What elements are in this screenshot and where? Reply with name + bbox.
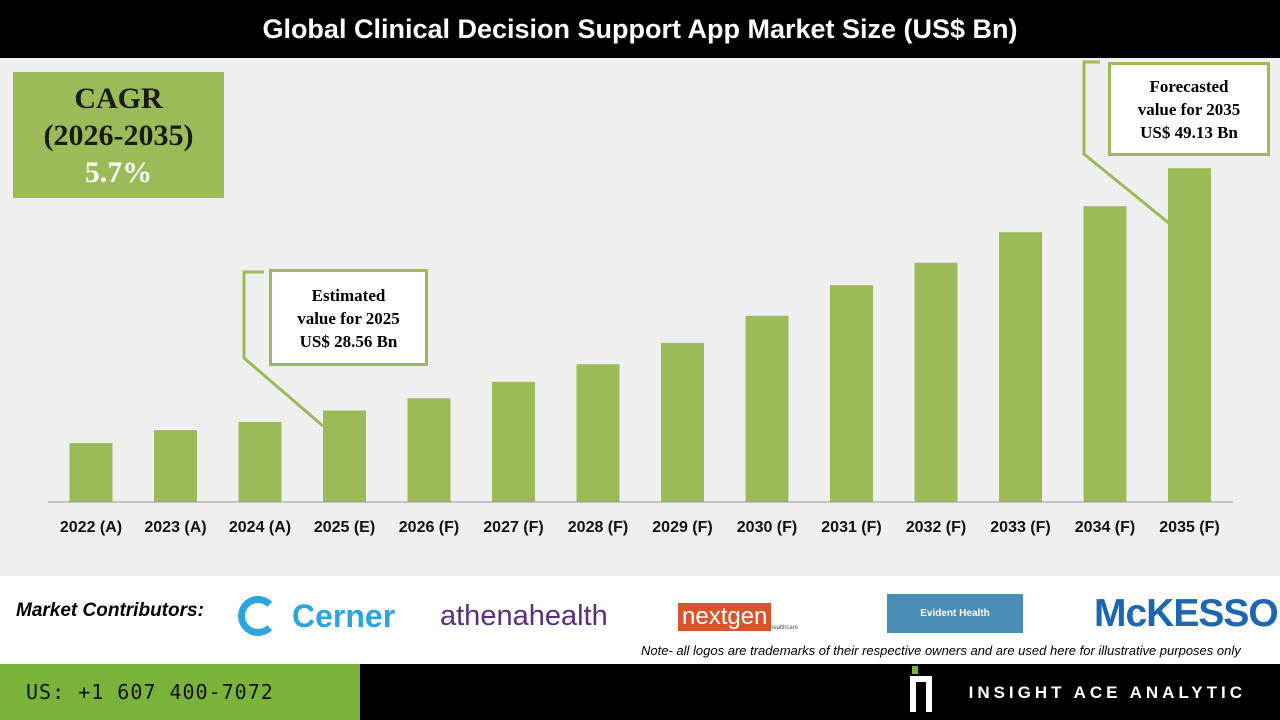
contributors-label: Market Contributors: [16, 600, 204, 621]
forecasted-callout: Forecasted value for 2035 US$ 49.13 Bn [1108, 62, 1270, 156]
trademark-note: Note- all logos are trademarks of their … [641, 643, 1241, 658]
forecasted-leader-line [1082, 60, 1171, 226]
callout-line: US$ 28.56 Bn [299, 332, 398, 351]
bar [661, 342, 704, 502]
athenahealth-logo: athenahealth [440, 600, 608, 632]
brand-logo-mark [910, 676, 932, 712]
x-tick-label: 2035 (F) [1159, 519, 1219, 536]
x-tick-label: 2024 (A) [229, 519, 291, 536]
brand-logo-icon [912, 666, 918, 674]
callout-line: Forecasted [1149, 77, 1229, 96]
chart-title: Global Clinical Decision Support App Mar… [0, 0, 1280, 58]
bar [576, 364, 620, 502]
bar [323, 410, 366, 502]
bar [999, 232, 1042, 502]
footer-brand-bar: INSIGHT ACE ANALYTIC [360, 664, 1280, 720]
cagr-period: (2026-2035) [43, 119, 194, 152]
x-tick-label: 2029 (F) [652, 519, 712, 536]
bar [238, 421, 282, 502]
bar [154, 430, 197, 502]
x-tick-label: 2027 (F) [483, 519, 543, 536]
bar [1168, 168, 1211, 502]
bar [830, 285, 873, 502]
cagr-label: CAGR [74, 82, 163, 115]
brand-name: INSIGHT ACE ANALYTIC [968, 683, 1246, 702]
x-tick-label: 2028 (F) [568, 519, 628, 536]
bar [492, 381, 535, 502]
bar [914, 262, 958, 502]
x-tick-label: 2034 (F) [1075, 519, 1135, 536]
cerner-logo-icon [238, 596, 278, 636]
bar-chart: 2022 (A) 2023 (A) 2024 (A) 2025 (E) 2026 (F)… [48, 60, 1233, 536]
callout-line: value for 2035 [1137, 100, 1241, 119]
x-tick-label: 2026 (F) [399, 519, 459, 536]
cagr-value: 5.7% [84, 156, 153, 189]
estimated-leader-line [242, 270, 324, 428]
bar [745, 315, 789, 502]
x-tick-label: 2031 (F) [821, 519, 881, 536]
callout-line: Estimated [311, 286, 386, 305]
x-tick-label: 2023 (A) [144, 519, 206, 536]
evident-health-logo: Evident Health [887, 594, 1023, 633]
cerner-logo: Cerner [292, 598, 396, 634]
x-tick-label: 2032 (F) [906, 519, 966, 536]
x-tick-label: 2033 (F) [990, 519, 1050, 536]
plot-area: 2022 (A) 2023 (A) 2024 (A) 2025 (E) 2026 (F)… [0, 58, 1280, 576]
bar [1083, 206, 1127, 503]
bar [407, 398, 451, 502]
bar [69, 443, 113, 502]
x-tick-label: 2030 (F) [737, 519, 797, 536]
estimated-callout: Estimated value for 2025 US$ 28.56 Bn [269, 269, 428, 366]
x-tick-label: 2025 (E) [314, 519, 375, 536]
nextgen-sublabel: healthcare [770, 625, 799, 631]
cagr-box: CAGR (2026-2035) 5.7% [13, 72, 224, 198]
nextgen-logo: nextgen [678, 603, 772, 631]
callout-line: value for 2025 [297, 309, 400, 328]
phone-number: US: +1 607 400-7072 [0, 664, 360, 720]
callout-line: US$ 49.13 Bn [1140, 123, 1238, 142]
x-tick-label: 2022 (A) [60, 519, 122, 536]
